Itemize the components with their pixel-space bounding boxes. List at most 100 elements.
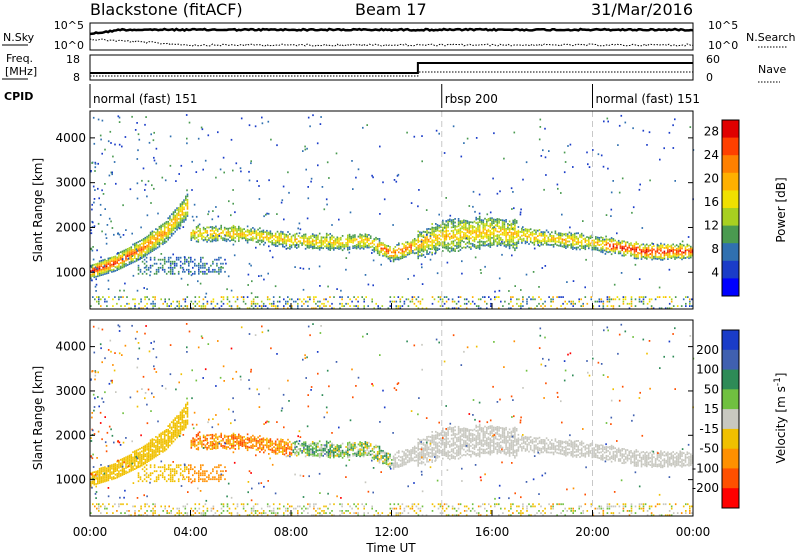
power-cell xyxy=(158,240,161,242)
power-cell xyxy=(646,257,648,260)
power-cell xyxy=(95,290,97,292)
power-cell xyxy=(198,223,201,226)
power-cell xyxy=(651,256,653,259)
velocity-cell xyxy=(176,431,178,434)
power-cell xyxy=(153,236,155,239)
velocity-cell xyxy=(239,435,242,437)
power-cell xyxy=(547,231,550,234)
velocity-cell xyxy=(273,449,275,452)
velocity-cell xyxy=(271,444,273,446)
power-cell xyxy=(304,237,307,239)
velocity-cell xyxy=(98,473,101,475)
power-cell xyxy=(630,242,632,245)
power-cell xyxy=(315,236,317,239)
velocity-cell xyxy=(91,473,94,476)
power-cell xyxy=(195,215,198,218)
power-cell xyxy=(375,249,377,252)
power-cell xyxy=(568,237,571,239)
power-cell xyxy=(220,256,222,259)
velocity-cell xyxy=(236,439,238,442)
power-cell xyxy=(283,307,285,310)
power-cell xyxy=(287,247,289,249)
power-cell xyxy=(410,248,412,251)
power-cell xyxy=(463,224,465,227)
power-cell xyxy=(435,230,437,232)
power-cell xyxy=(149,235,152,238)
velocity-cell xyxy=(186,401,189,404)
power-cell xyxy=(471,228,474,231)
power-cell xyxy=(447,222,449,225)
power-cell xyxy=(672,252,674,255)
power-cell xyxy=(128,257,131,260)
power-cell xyxy=(396,256,398,259)
power-cell xyxy=(384,254,386,257)
power-cell xyxy=(376,243,379,246)
power-cell xyxy=(526,239,528,242)
velocity-cell xyxy=(311,448,314,450)
power-cell xyxy=(498,230,500,233)
power-cell xyxy=(232,228,235,231)
power-cell xyxy=(195,236,198,239)
power-cell xyxy=(478,212,481,215)
power-cell xyxy=(137,264,140,267)
velocity-cell xyxy=(376,458,379,460)
power-cell xyxy=(533,229,536,232)
power-cell xyxy=(318,265,321,268)
velocity-cell xyxy=(347,449,349,452)
power-cell xyxy=(153,243,155,246)
power-cell xyxy=(431,226,433,229)
power-cell xyxy=(222,230,224,232)
power-cell xyxy=(588,166,591,168)
power-cell xyxy=(295,244,298,247)
velocity-cell xyxy=(208,445,210,447)
power-cell xyxy=(670,248,673,250)
velocity-cell xyxy=(361,454,363,457)
velocity-cell xyxy=(327,456,330,458)
power-cell xyxy=(209,229,212,232)
power-cell xyxy=(501,240,503,243)
power-cell xyxy=(236,229,238,232)
power-cell xyxy=(533,238,536,241)
velocity-cell xyxy=(355,453,358,456)
velocity-cell xyxy=(246,445,249,448)
power-cell xyxy=(318,241,321,244)
power-cell xyxy=(417,246,419,249)
power-cell xyxy=(197,224,200,227)
power-cell xyxy=(470,237,472,240)
power-cell xyxy=(427,244,430,246)
power-cell xyxy=(347,234,349,237)
power-cell xyxy=(665,252,667,255)
power-cell xyxy=(680,305,683,307)
power-cell xyxy=(452,224,455,227)
velocity-cell xyxy=(238,446,240,448)
velocity-cell xyxy=(327,449,330,451)
power-cell xyxy=(98,298,100,301)
power-cell xyxy=(473,236,476,239)
power-cell xyxy=(236,296,239,298)
power-cell xyxy=(628,244,630,247)
power-cell xyxy=(417,230,419,233)
power-cell xyxy=(435,244,437,247)
velocity-cell xyxy=(213,440,215,442)
power-cell xyxy=(171,260,174,263)
power-cell xyxy=(457,219,460,222)
power-cell xyxy=(681,256,683,259)
power-cell xyxy=(565,245,567,248)
power-cell xyxy=(348,239,351,241)
power-cell xyxy=(329,240,331,242)
velocity-cell xyxy=(322,444,324,447)
power-cell xyxy=(687,236,690,238)
power-cell xyxy=(442,223,444,225)
power-cell xyxy=(333,241,335,244)
velocity-cell xyxy=(216,438,219,440)
velocity-cell xyxy=(211,444,214,447)
power-cell xyxy=(668,268,671,271)
power-cell xyxy=(298,232,301,235)
power-cell xyxy=(515,245,518,247)
power-cell xyxy=(532,296,534,298)
power-cell xyxy=(158,238,161,241)
power-cell xyxy=(672,250,674,253)
power-cell xyxy=(577,246,579,249)
power-cell xyxy=(153,272,156,275)
power-cell xyxy=(528,307,530,310)
